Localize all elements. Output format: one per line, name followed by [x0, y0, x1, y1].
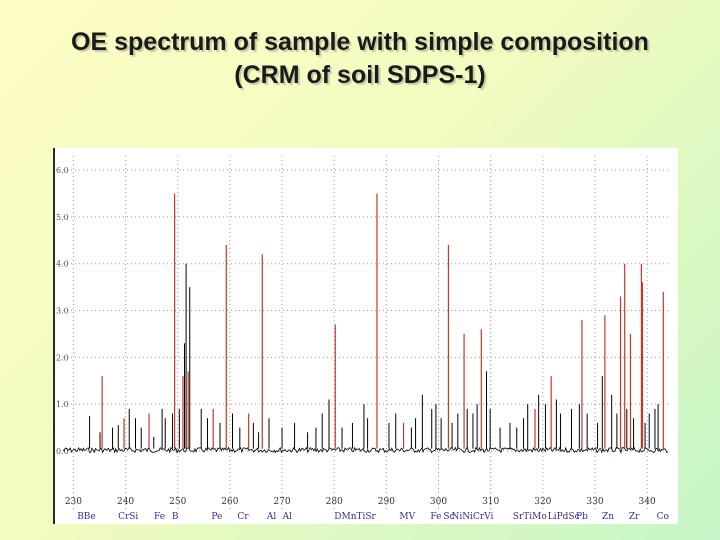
x-tick-label-5: 280 — [326, 497, 343, 507]
spectrum-plot: 0.0 1.0 2.0 3.0 4.0 5.0 6.0 230 240 250 260 270 280 2… — [53, 148, 678, 524]
element-label-10: Fe — [430, 512, 441, 522]
x-tick-label-8: 310 — [482, 497, 499, 507]
spectrum-chart-svg: 0.0 1.0 2.0 3.0 4.0 5.0 6.0 230 240 250 260 270 280 2… — [56, 156, 669, 522]
element-label-0: BBe — [77, 512, 96, 522]
element-label-7: Al — [282, 512, 292, 522]
x-tick-label-6: 290 — [378, 497, 395, 507]
x-tick-label-11: 340 — [639, 497, 656, 507]
x-tick-label-0: 230 — [65, 497, 82, 507]
element-label-11: Sc — [443, 512, 454, 522]
spectrum-baseline — [62, 446, 668, 455]
x-tick-label-9: 320 — [534, 497, 551, 507]
x-tick-label-4: 270 — [273, 497, 290, 507]
title-line-1: OE spectrum of sample with simple compos… — [71, 28, 649, 56]
y-tick-label-6: 6.0 — [56, 166, 69, 175]
element-label-8: DMnTiSr — [334, 512, 376, 522]
element-label-13: SrTiMo — [513, 512, 547, 522]
element-label-4: Pe — [211, 512, 222, 522]
element-label-5: Cr — [237, 512, 249, 522]
y-tick-label-5: 5.0 — [56, 213, 69, 222]
element-label-15: Pb — [576, 512, 588, 522]
element-label-6: Al — [266, 512, 276, 522]
y-tick-label-2: 2.0 — [56, 353, 69, 362]
title-line-2: (CRM of soil SDPS-1) — [234, 61, 486, 89]
x-tick-label-2: 250 — [169, 497, 186, 507]
element-label-12: NiNiCrVi — [451, 512, 493, 522]
element-label-2: Fe — [154, 512, 165, 522]
y-tick-label-4: 4.0 — [56, 260, 69, 269]
element-label-1: CrSi — [118, 512, 138, 522]
element-label-17: Zr — [629, 512, 640, 522]
element-label-14: LiPdSc — [548, 512, 580, 522]
element-label-18: Co — [657, 512, 669, 522]
element-label-9: MV — [399, 512, 415, 522]
element-label-3: B — [172, 512, 179, 522]
slide-title: OE spectrum of sample with simple compos… — [0, 26, 720, 92]
plot-left-border — [53, 148, 55, 524]
element-label-16: Zn — [602, 512, 614, 522]
y-tick-label-0: 0.0 — [56, 447, 69, 456]
x-tick-label-7: 300 — [430, 497, 447, 507]
y-tick-label-1: 1.0 — [56, 400, 69, 409]
y-tick-label-3: 3.0 — [56, 307, 69, 316]
x-tick-label-1: 240 — [117, 497, 134, 507]
x-tick-label-10: 330 — [586, 497, 603, 507]
x-tick-label-3: 260 — [221, 497, 238, 507]
